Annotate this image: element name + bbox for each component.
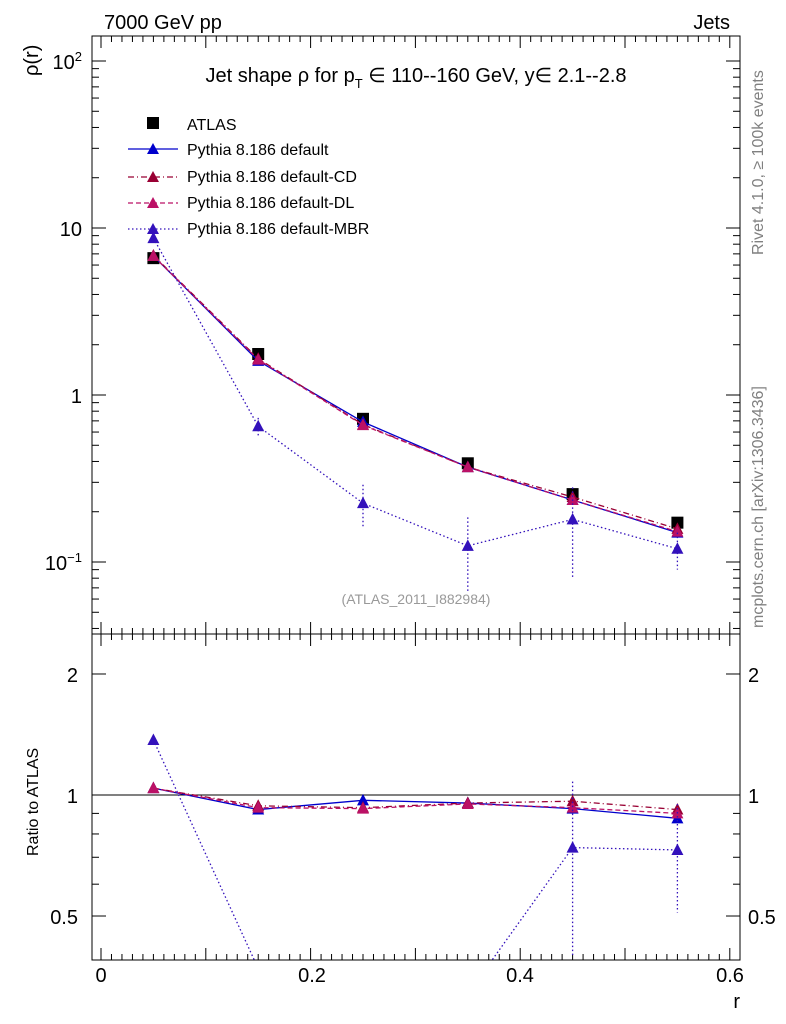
series-line bbox=[152, 237, 678, 550]
ratio-marker bbox=[461, 797, 474, 809]
y-tick-label: 1 bbox=[71, 386, 82, 408]
legend-label: Pythia 8.186 default-MBR bbox=[187, 221, 369, 238]
series-marker bbox=[671, 542, 684, 554]
legend: ATLAS Pythia 8.186 default Pythia 8.186 … bbox=[128, 117, 369, 238]
side-label-bottom: mcplots.cern.ch [arXiv:1306.3436] bbox=[750, 386, 767, 628]
series-marker bbox=[147, 231, 160, 244]
series-line bbox=[152, 254, 678, 530]
ratio-tick-label-right: 0.5 bbox=[748, 907, 776, 929]
legend-label: Pythia 8.186 default bbox=[187, 142, 329, 159]
ratio-tick-label-right: 2 bbox=[748, 665, 759, 687]
series-marker bbox=[461, 460, 474, 473]
ratio-marker bbox=[147, 733, 160, 746]
legend-label: ATLAS bbox=[187, 117, 237, 134]
ratio-y-axis-label: Ratio to ATLAS bbox=[25, 748, 42, 856]
legend-marker-cd bbox=[147, 171, 159, 182]
series-marker bbox=[566, 493, 579, 506]
ratio-series-line bbox=[153, 787, 678, 819]
ratio-tick-label-right: 1 bbox=[748, 786, 759, 808]
ratio-tick-label: 0.5 bbox=[50, 907, 78, 929]
ratio-marker bbox=[357, 802, 369, 814]
ratio-tick-label: 2 bbox=[67, 665, 78, 687]
series-marker bbox=[147, 249, 160, 261]
x-tick-label: 0 bbox=[95, 965, 106, 987]
ratio-series-line bbox=[153, 787, 678, 815]
side-label-top: Rivet 4.1.0, ≥ 100k events bbox=[750, 70, 767, 255]
ratio-marker bbox=[566, 841, 579, 853]
ratio-plot-frame bbox=[91, 633, 741, 961]
series-marker bbox=[566, 512, 579, 525]
y-tick-label: 102 bbox=[53, 49, 82, 74]
x-tick-label: 0.6 bbox=[716, 965, 744, 987]
series-marker bbox=[461, 539, 474, 551]
energy-label: 7000 GeV pp bbox=[104, 12, 222, 34]
series-marker bbox=[357, 418, 369, 431]
y-axis-label: ρ(r) bbox=[21, 45, 43, 76]
legend-label: Pythia 8.186 default-DL bbox=[187, 195, 354, 212]
axis-ticks bbox=[92, 36, 740, 960]
ratio-series-line bbox=[152, 739, 678, 960]
y-tick-label: 10 bbox=[60, 219, 82, 241]
x-axis-label: r bbox=[733, 991, 740, 1013]
y-tick-label: 10−1 bbox=[45, 550, 82, 575]
series-marker bbox=[252, 419, 265, 432]
process-label: Jets bbox=[693, 12, 730, 34]
series-line bbox=[152, 255, 678, 534]
legend-marker-dl bbox=[147, 197, 159, 208]
series-marker bbox=[671, 525, 684, 537]
analysis-label: (ATLAS_2011_I882984) bbox=[342, 591, 491, 607]
chart-title: Jet shape ρ for pT ∈ 110--160 GeV, y∈ 2.… bbox=[205, 65, 626, 91]
ratio-marker bbox=[671, 843, 684, 855]
legend-label: Pythia 8.186 default-CD bbox=[187, 169, 357, 186]
ratio-series-line bbox=[153, 787, 678, 811]
legend-marker-default bbox=[147, 143, 159, 154]
x-tick-label: 0.4 bbox=[506, 965, 534, 987]
legend-marker-atlas bbox=[147, 117, 159, 129]
series-line bbox=[152, 255, 678, 533]
series-marker bbox=[252, 353, 265, 365]
legend-marker-mbr bbox=[147, 223, 159, 234]
chart-marks bbox=[92, 231, 740, 960]
ratio-marker bbox=[566, 794, 579, 807]
ratio-marker bbox=[252, 801, 265, 813]
ratio-marker bbox=[147, 781, 160, 794]
series-marker bbox=[357, 496, 369, 509]
x-tick-label: 0.2 bbox=[298, 965, 326, 987]
ratio-marker bbox=[357, 793, 369, 806]
ratio-tick-label: 1 bbox=[67, 786, 78, 808]
